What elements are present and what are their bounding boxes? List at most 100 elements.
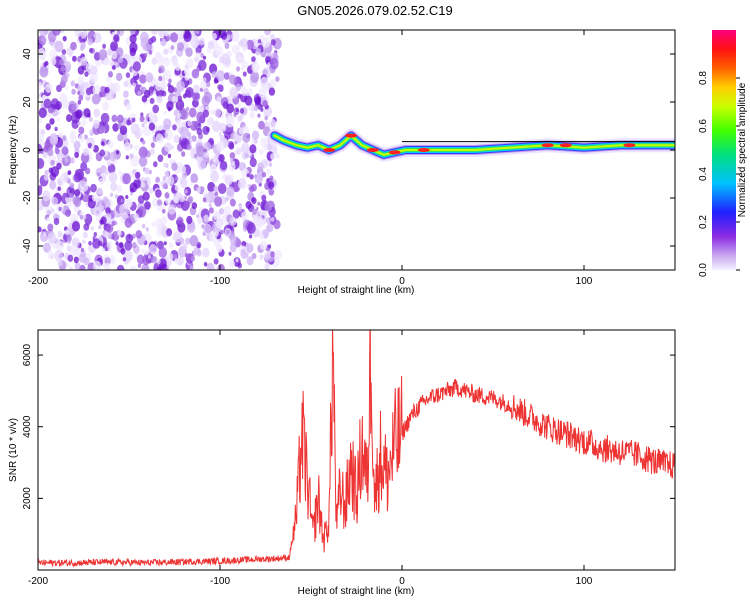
noise-speckle xyxy=(44,169,49,176)
noise-speckle xyxy=(139,115,145,123)
noise-speckle xyxy=(211,120,221,133)
noise-speckle xyxy=(241,245,245,250)
noise-speckle xyxy=(242,132,251,143)
noise-speckle xyxy=(38,226,42,233)
noise-speckle xyxy=(257,162,264,171)
noise-speckle xyxy=(193,153,198,159)
noise-speckle xyxy=(213,78,218,84)
noise-speckle xyxy=(191,135,197,142)
noise-speckle xyxy=(125,103,132,111)
noise-speckle xyxy=(126,119,131,126)
noise-speckle xyxy=(236,66,241,72)
noise-speckle xyxy=(262,37,271,48)
noise-speckle xyxy=(65,209,71,218)
noise-speckle xyxy=(72,55,77,62)
noise-speckle xyxy=(197,217,203,225)
noise-speckle xyxy=(268,181,275,190)
noise-speckle xyxy=(250,71,260,83)
noise-speckle xyxy=(87,113,91,118)
colorbar: 0.0 0.2 0.4 0.6 0.8 Normalized spectral ampl… xyxy=(698,30,748,277)
noise-speckle xyxy=(265,216,272,224)
noise-speckle xyxy=(45,123,51,131)
noise-speckle xyxy=(242,71,247,77)
noise-speckle xyxy=(148,122,155,131)
noise-speckle xyxy=(216,244,223,253)
noise-speckle xyxy=(218,122,227,133)
noise-speckle xyxy=(202,109,209,118)
noise-speckle xyxy=(181,151,186,157)
noise-speckle xyxy=(81,192,90,203)
noise-speckle xyxy=(48,167,53,174)
noise-speckle xyxy=(124,240,133,251)
noise-speckle xyxy=(249,111,256,119)
noise-speckle xyxy=(49,57,57,66)
noise-speckle xyxy=(260,240,268,251)
noise-speckle xyxy=(144,201,151,210)
noise-speckle xyxy=(120,248,126,255)
noise-speckle xyxy=(200,80,207,90)
noise-speckle xyxy=(80,161,88,172)
noise-speckle xyxy=(71,104,77,111)
y-tick-label: 4000 xyxy=(22,415,33,438)
noise-speckle xyxy=(179,108,189,120)
noise-speckle xyxy=(217,183,227,195)
noise-speckle xyxy=(138,155,148,167)
noise-speckle xyxy=(254,173,263,184)
noise-speckle xyxy=(179,237,185,245)
noise-speckle xyxy=(209,163,217,174)
noise-speckle xyxy=(216,96,222,103)
noise-speckle xyxy=(171,58,179,67)
noise-speckle xyxy=(248,88,253,94)
signal-band xyxy=(273,134,675,156)
noise-speckle xyxy=(144,249,149,256)
noise-speckle xyxy=(255,216,265,228)
noise-speckle xyxy=(216,70,225,82)
noise-speckle xyxy=(266,168,271,175)
noise-speckle xyxy=(104,86,110,94)
noise-speckle xyxy=(176,119,183,129)
noise-speckle xyxy=(101,247,106,253)
spectrogram-x-axis: -200 -100 0 100 xyxy=(28,30,593,287)
noise-speckle xyxy=(247,183,251,188)
snr-x-label: Height of straight line (km) xyxy=(298,586,415,597)
noise-speckle xyxy=(206,262,215,270)
noise-speckle xyxy=(105,207,111,215)
noise-speckle xyxy=(80,41,86,49)
noise-speckle xyxy=(162,183,168,190)
noise-speckle xyxy=(42,151,48,158)
noise-speckle xyxy=(113,34,120,43)
noise-speckle xyxy=(106,224,114,233)
signal-peak xyxy=(417,148,430,152)
noise-speckle xyxy=(58,206,62,212)
y-tick-label: 20 xyxy=(22,96,33,108)
noise-speckle xyxy=(214,230,219,237)
noise-speckle xyxy=(158,65,165,74)
noise-speckle xyxy=(151,221,156,228)
noise-speckle xyxy=(223,72,230,80)
noise-speckle xyxy=(262,100,268,108)
noise-speckle xyxy=(116,114,124,124)
noise-speckle xyxy=(157,154,164,163)
noise-speckle xyxy=(114,194,118,199)
noise-speckle xyxy=(176,80,185,92)
noise-speckle xyxy=(69,134,77,144)
noise-speckle xyxy=(157,55,166,66)
noise-speckle xyxy=(251,253,257,260)
noise-speckle xyxy=(68,222,74,230)
noise-speckle xyxy=(38,107,47,119)
noise-speckle xyxy=(183,93,187,99)
noise-speckle xyxy=(61,99,70,109)
noise-speckle xyxy=(106,240,113,249)
noise-speckle xyxy=(197,267,201,270)
noise-speckle xyxy=(247,222,256,234)
noise-speckle xyxy=(123,90,129,98)
noise-speckle xyxy=(129,34,137,44)
spectrogram-x-label: Height of straight line (km) xyxy=(298,285,415,296)
noise-speckle xyxy=(66,245,72,252)
noise-speckle xyxy=(154,218,164,230)
noise-speckle xyxy=(275,152,280,159)
noise-speckle xyxy=(96,172,101,177)
noise-speckle xyxy=(143,52,148,58)
noise-speckle xyxy=(123,80,129,88)
noise-speckle xyxy=(237,177,247,190)
